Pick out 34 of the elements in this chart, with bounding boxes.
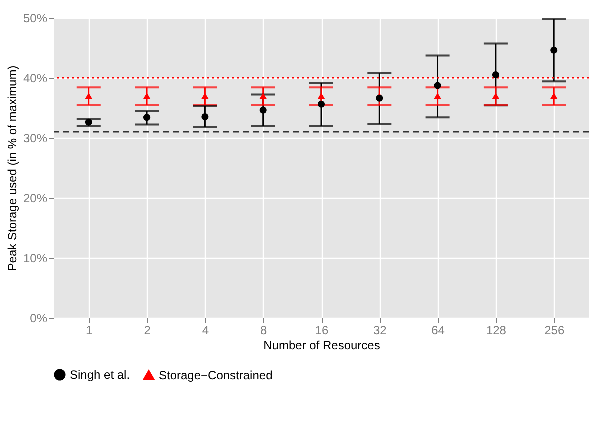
legend-label: Storage−Constrained xyxy=(159,368,273,382)
y-tick-label: 0% xyxy=(30,312,48,326)
point xyxy=(202,113,209,121)
point xyxy=(144,114,151,122)
point xyxy=(492,71,500,79)
x-tick-label: 4 xyxy=(202,324,210,338)
point xyxy=(85,118,92,126)
y-tick-label: 20% xyxy=(23,192,48,206)
point xyxy=(434,92,442,100)
y-tick-label: 40% xyxy=(23,72,48,86)
point xyxy=(318,100,326,108)
x-tick-label: 64 xyxy=(432,324,446,338)
x-tick-label: 32 xyxy=(373,324,388,338)
x-tick-label: 8 xyxy=(260,324,268,338)
point xyxy=(550,92,558,100)
point xyxy=(202,92,209,100)
y-tick-label: 10% xyxy=(23,252,48,266)
x-tick-label: 128 xyxy=(486,324,507,338)
x-tick-label: 16 xyxy=(315,324,329,338)
point xyxy=(376,94,384,102)
point xyxy=(85,92,92,100)
point xyxy=(434,82,442,90)
point xyxy=(144,92,151,100)
x-tick-label: 2 xyxy=(144,324,152,338)
y-tick-label: 50% xyxy=(23,12,48,26)
point xyxy=(550,46,558,54)
x-tick-label: 256 xyxy=(544,324,565,338)
y-axis-title: Peak Storage used (in % of maximum) xyxy=(5,66,20,272)
y-tick-label: 30% xyxy=(23,132,48,146)
x-axis-title: Number of Resources xyxy=(264,338,380,352)
legend-label: Singh et al. xyxy=(70,368,130,382)
point xyxy=(260,92,267,100)
point xyxy=(260,106,267,114)
x-tick-label: 1 xyxy=(86,324,94,338)
